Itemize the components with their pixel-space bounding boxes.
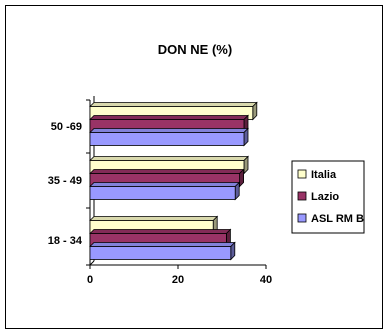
bar-top-face xyxy=(89,242,236,247)
category-label: 18 - 34 xyxy=(48,235,83,247)
bar-front-face xyxy=(89,186,236,200)
bar-top-face xyxy=(89,156,249,161)
legend-label: ASL RM B xyxy=(311,213,364,225)
bar-top-face xyxy=(89,102,258,107)
bar xyxy=(89,181,241,201)
legend-swatch xyxy=(297,169,307,179)
legend-swatch xyxy=(297,191,307,201)
category-label: 35 - 49 xyxy=(48,175,82,187)
x-tick-label: 20 xyxy=(172,274,184,286)
bar-front-face xyxy=(89,132,245,146)
bar-top-face xyxy=(89,216,219,221)
x-tick-label: 0 xyxy=(87,274,93,286)
legend-swatch xyxy=(297,213,307,223)
bar-top-face xyxy=(89,229,232,234)
axis-depth-line xyxy=(89,260,95,266)
bar xyxy=(89,127,249,147)
bar xyxy=(89,241,236,261)
category-label: 50 -69 xyxy=(51,121,82,133)
legend-label: Lazio xyxy=(311,191,339,203)
bar-top-face xyxy=(89,115,249,120)
chart-title: DON NE (%) xyxy=(158,42,232,57)
bar-top-face xyxy=(89,182,241,187)
plot-area: 0 20 40 18 - 34 35 - 49 50 -69 xyxy=(48,96,272,286)
x-tick-label: 40 xyxy=(260,274,272,286)
bar-top-face xyxy=(89,169,245,174)
legend: Italia Lazio ASL RM B xyxy=(291,160,365,234)
bar-top-face xyxy=(89,128,249,133)
legend-label: Italia xyxy=(311,169,337,181)
bar-front-face xyxy=(89,246,232,260)
